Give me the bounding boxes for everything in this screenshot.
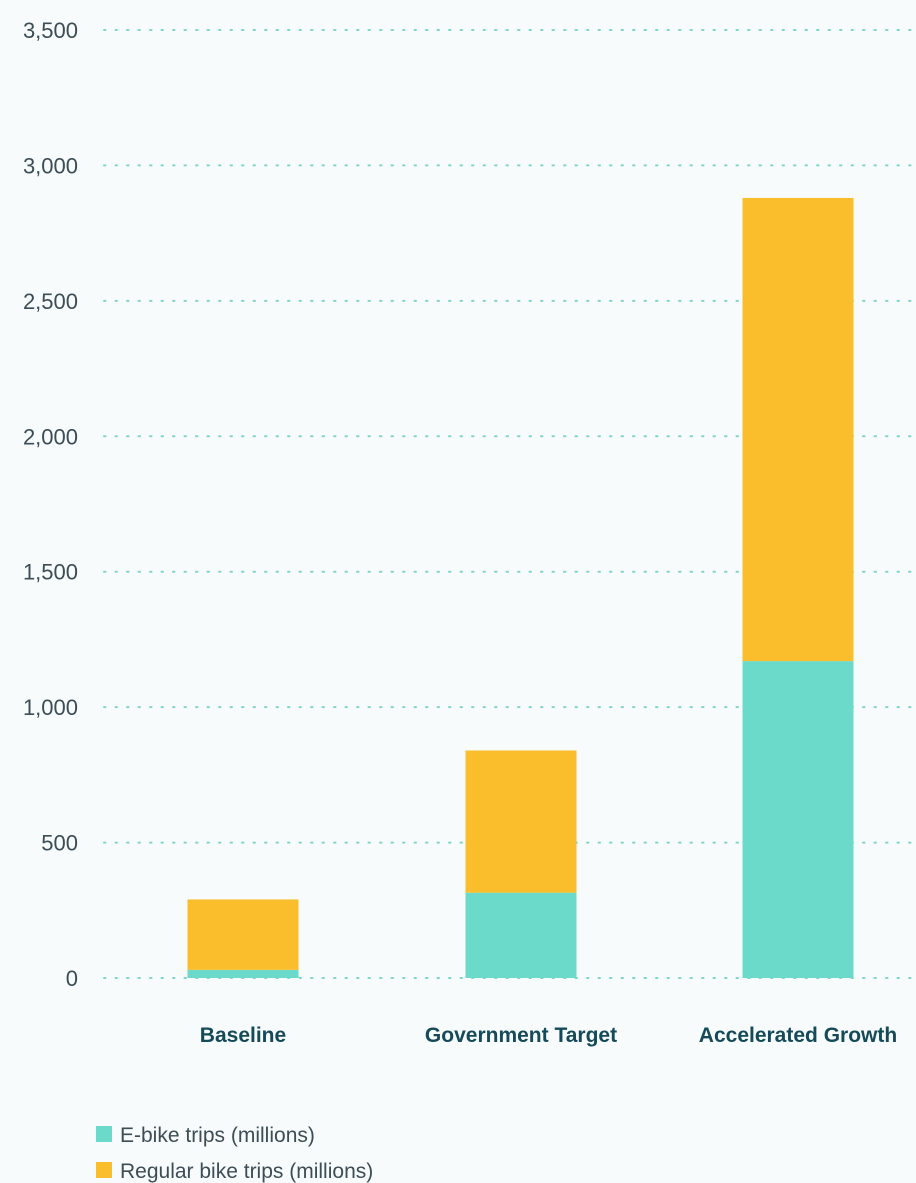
bars [187,197,854,978]
y-tick-label: 3,000 [23,153,78,178]
x-category-label: Accelerated Growth [699,1024,897,1047]
legend-swatch [96,1126,112,1142]
y-axis-ticks: 0 500 1,000 1,500 2,000 2,500 3,000 3,500 [23,18,78,991]
x-category-label: Government Target [425,1024,617,1047]
x-category-label: Baseline [200,1024,286,1047]
y-tick-label: 2,500 [23,289,78,314]
bar-segment-ebike-2 [465,892,577,978]
y-tick-label: 3,500 [23,18,78,43]
bar-segment-regular-3 [742,197,854,662]
y-tick-label: 2,000 [23,424,78,449]
y-tick-label: 0 [66,966,78,991]
x-axis-labels: Baseline Government Target Accelerated Gro… [200,1024,897,1047]
y-tick-label: 1,000 [23,695,78,720]
legend-swatch [96,1162,112,1178]
legend: E-bike trips (millions) Regular bike trip… [96,1124,373,1183]
legend-label: Regular bike trips (millions) [120,1160,373,1183]
bar-segment-ebike-1 [187,969,299,978]
y-tick-label: 500 [41,831,78,856]
bar-segment-regular-1 [187,899,299,970]
bar-segment-ebike-3 [742,661,854,978]
bar-segment-regular-2 [465,750,577,893]
legend-label: E-bike trips (millions) [120,1124,315,1147]
y-tick-label: 1,500 [23,560,78,585]
